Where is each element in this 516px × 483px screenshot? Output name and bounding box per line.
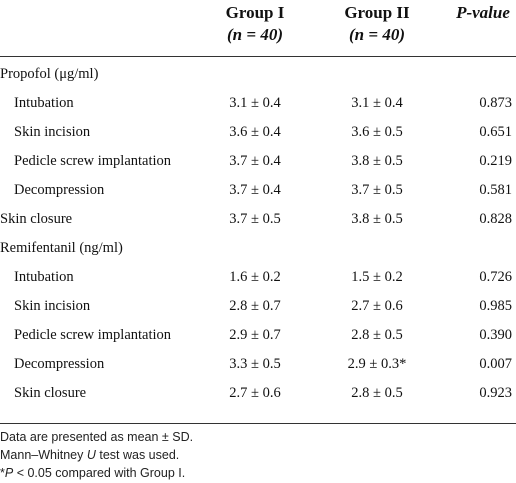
group2-n: (n = 40) [349,25,405,44]
table-row: Remifentanil (ng/ml) [0,234,516,263]
group2-value [327,234,427,263]
group2-value: 3.8 ± 0.5 [351,211,403,227]
note-line-2: Mann–Whitney U test was used. [0,448,180,462]
group1-value [205,60,305,89]
pvalue [450,60,512,89]
group1-value: 3.3 ± 0.5 [229,356,281,372]
pvalue: 0.219 [479,153,512,169]
group2-value: 3.7 ± 0.5 [351,182,403,198]
table-row: Propofol (μg/ml) [0,60,516,89]
group1-header: Group I (n = 40) [205,2,305,46]
row-label: Pedicle screw implantation [14,153,172,169]
table-row: Skin closure 2.7 ± 0.6 2.8 ± 0.5 0.923 [0,379,516,408]
row-label: Skin incision [14,124,91,140]
pvalue: 0.581 [479,182,512,198]
group2-value: 3.8 ± 0.5 [351,153,403,169]
group2-value [327,60,427,89]
table-row: Skin incision 2.8 ± 0.7 2.7 ± 0.6 0.985 [0,292,516,321]
group1-title: Group I [225,3,285,22]
row-label: Skin incision [14,298,91,314]
row-label: Pedicle screw implantation [14,327,172,343]
group1-value: 3.7 ± 0.4 [229,153,281,169]
table-row: Intubation 1.6 ± 0.2 1.5 ± 0.2 0.726 [0,263,516,292]
pvalue: 0.985 [479,298,512,314]
pvalue: 0.390 [479,327,512,343]
group2-value: 2.7 ± 0.6 [351,298,403,314]
header-rule [0,56,516,57]
group2-value: 3.1 ± 0.4 [351,95,403,111]
pvalue: 0.828 [479,211,512,227]
group2-value: 1.5 ± 0.2 [351,269,403,285]
row-label: Intubation [14,269,74,285]
group1-value [205,234,305,263]
group2-title: Group II [344,3,410,22]
row-label: Propofol (μg/ml) [0,66,99,82]
pvalue [450,234,512,263]
pvalue: 0.873 [479,95,512,111]
table-row: Skin incision 3.6 ± 0.4 3.6 ± 0.5 0.651 [0,118,516,147]
group2-value: 2.9 ± 0.3* [347,356,407,372]
pvalue: 0.923 [479,385,512,401]
row-label: Intubation [14,95,74,111]
row-label: Skin closure [14,385,87,401]
note-line-1: Data are presented as mean ± SD. [0,430,194,444]
row-label: Decompression [14,182,105,198]
pvalue: 0.726 [479,269,512,285]
group1-value: 1.6 ± 0.2 [229,269,281,285]
pvalue-header: P-value [450,2,516,24]
group1-value: 3.7 ± 0.4 [229,182,281,198]
row-label: Remifentanil (ng/ml) [0,240,123,256]
table-row: Decompression 3.7 ± 0.4 3.7 ± 0.5 0.581 [0,176,516,205]
note-line-3: *P < 0.05 compared with Group I. [0,466,186,480]
table-row: Skin closure 3.7 ± 0.5 3.8 ± 0.5 0.828 [0,205,516,234]
group2-header: Group II (n = 40) [327,2,427,46]
group1-n: (n = 40) [227,25,283,44]
pvalue-title: P-value [456,3,510,22]
group2-value: 3.6 ± 0.5 [351,124,403,140]
table-notes: Data are presented as mean ± SD. Mann–Wh… [0,428,516,482]
row-label: Decompression [14,356,105,372]
group2-value: 2.8 ± 0.5 [351,385,403,401]
group1-value: 2.9 ± 0.7 [229,327,281,343]
table-row: Intubation 3.1 ± 0.4 3.1 ± 0.4 0.873 [0,89,516,118]
group1-value: 2.7 ± 0.6 [229,385,281,401]
group2-value: 2.8 ± 0.5 [351,327,403,343]
table-header: Group I (n = 40) Group II (n = 40) P-val… [0,0,516,56]
table-row: Decompression 3.3 ± 0.5 2.9 ± 0.3* 0.007 [0,350,516,379]
table-row: Pedicle screw implantation 2.9 ± 0.7 2.8 ±… [0,321,516,350]
group1-value: 2.8 ± 0.7 [229,298,281,314]
row-label: Skin closure [0,211,73,227]
pvalue: 0.651 [479,124,512,140]
table-row: Pedicle screw implantation 3.7 ± 0.4 3.8 ±… [0,147,516,176]
pvalue: 0.007 [479,356,512,372]
group1-value: 3.6 ± 0.4 [229,124,281,140]
bottom-rule [0,423,516,424]
group1-value: 3.1 ± 0.4 [229,95,281,111]
group1-value: 3.7 ± 0.5 [229,211,281,227]
